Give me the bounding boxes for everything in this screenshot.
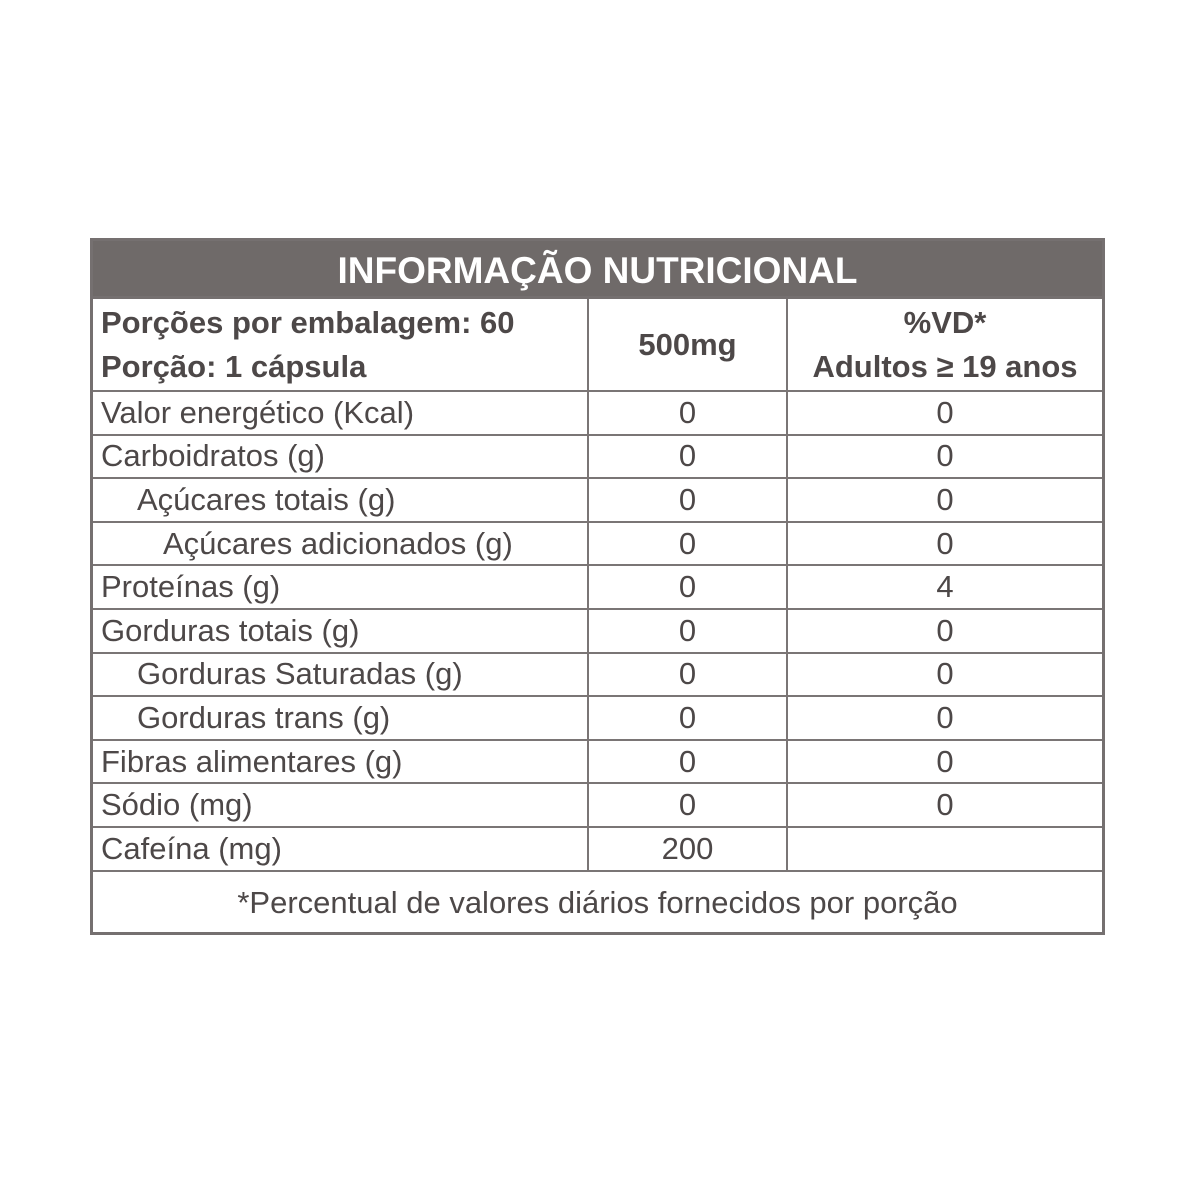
amount-value: 0: [587, 738, 788, 785]
table-row: Gorduras trans (g) 0 0: [93, 695, 1102, 741]
amount-value: 0: [587, 782, 788, 828]
dv-value: 4: [786, 564, 1102, 610]
amount-value: 0: [587, 607, 788, 654]
dv-value: 0: [786, 433, 1102, 480]
amount-value: 0: [587, 477, 788, 523]
serving-size: Porção: 1 cápsula: [101, 348, 367, 384]
nutrient-label: Açúcares adicionados (g): [93, 520, 589, 567]
amount-value: 0: [587, 433, 788, 480]
amount-value: 0: [587, 520, 788, 567]
dv-value: 0: [786, 520, 1102, 567]
amount-value: 0: [587, 651, 788, 698]
amount-value: 0: [587, 695, 788, 741]
dv-value: 0: [786, 607, 1102, 654]
footnote-row: *Percentual de valores diários fornecido…: [93, 869, 1102, 934]
dv-value: 0: [786, 651, 1102, 698]
table-row: Gorduras Saturadas (g) 0 0: [93, 651, 1102, 698]
dv-population: Adultos ≥ 19 anos: [812, 348, 1078, 384]
amount-column-header: 500mg: [587, 299, 788, 392]
dv-column-header: %VD* Adultos ≥ 19 anos: [786, 299, 1102, 392]
table-row: Açúcares totais (g) 0 0: [93, 477, 1102, 523]
dv-value: [786, 825, 1102, 872]
servings-per-package: Porções por embalagem: 60: [101, 304, 515, 340]
nutrient-label: Carboidratos (g): [93, 433, 589, 480]
dv-label: %VD*: [903, 304, 987, 340]
table-row: Fibras alimentares (g) 0 0: [93, 738, 1102, 785]
nutrient-label: Sódio (mg): [93, 782, 589, 828]
serving-info: Porções por embalagem: 60 Porção: 1 cáps…: [93, 299, 589, 392]
table-title: INFORMAÇÃO NUTRICIONAL: [93, 241, 1102, 299]
table-row: Carboidratos (g) 0 0: [93, 433, 1102, 480]
nutrient-label: Fibras alimentares (g): [93, 738, 589, 785]
nutrient-label: Açúcares totais (g): [93, 477, 589, 523]
amount-value: 0: [587, 564, 788, 610]
table-row: Proteínas (g) 0 4: [93, 564, 1102, 610]
dv-value: 0: [786, 477, 1102, 523]
dv-value: 0: [786, 695, 1102, 741]
nutrient-label: Gorduras Saturadas (g): [93, 651, 589, 698]
dv-value: 0: [786, 738, 1102, 785]
header-row: Porções por embalagem: 60 Porção: 1 cáps…: [93, 299, 1102, 392]
footnote: *Percentual de valores diários fornecido…: [93, 869, 1102, 934]
dv-value: 0: [786, 390, 1102, 436]
table-row: Valor energético (Kcal) 0 0: [93, 390, 1102, 436]
table-row: Cafeína (mg) 200: [93, 825, 1102, 872]
nutrient-label: Gorduras trans (g): [93, 695, 589, 741]
table-row: Gorduras totais (g) 0 0: [93, 607, 1102, 654]
amount-value: 200: [587, 825, 788, 872]
nutrient-label: Gorduras totais (g): [93, 607, 589, 654]
table-row: Sódio (mg) 0 0: [93, 782, 1102, 828]
dv-value: 0: [786, 782, 1102, 828]
amount-value: 0: [587, 390, 788, 436]
nutrient-label: Cafeína (mg): [93, 825, 589, 872]
nutrient-label: Valor energético (Kcal): [93, 390, 589, 436]
nutrition-facts-table: INFORMAÇÃO NUTRICIONAL Porções por embal…: [90, 238, 1105, 935]
table-row: Açúcares adicionados (g) 0 0: [93, 520, 1102, 567]
nutrient-label: Proteínas (g): [93, 564, 589, 610]
